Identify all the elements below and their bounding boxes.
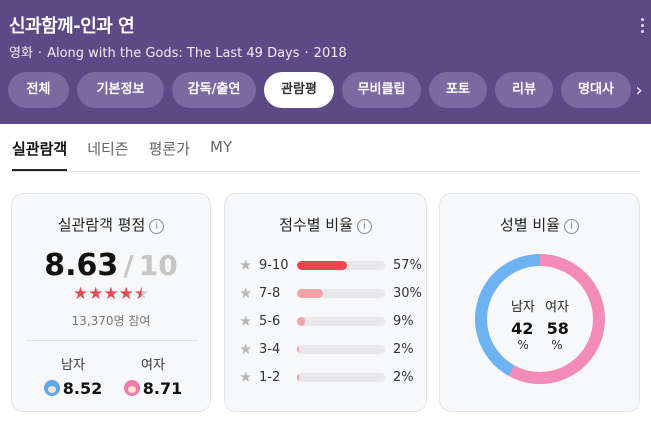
- movie-english-title: Along with the Gods: The Last 49 Days: [47, 46, 300, 61]
- tab-cast[interactable]: 감독/출연: [172, 72, 256, 108]
- info-icon[interactable]: i: [356, 219, 372, 234]
- male-score: 남자 8.52: [38, 354, 108, 398]
- star-icon: ★: [239, 284, 253, 302]
- card-title: 성별 비율 i: [440, 214, 639, 235]
- donut-female-segment: [475, 254, 605, 384]
- star-icon: ★: [239, 312, 253, 330]
- star-icon: ★: [103, 284, 119, 304]
- score-max: 10: [138, 249, 178, 282]
- female-avatar-icon: [123, 380, 140, 396]
- distribution-bar-fill: [297, 289, 324, 298]
- chevron-right-icon[interactable]: ›: [635, 80, 643, 101]
- star-icon: ★: [239, 340, 253, 358]
- distribution-row: ★ 1-2 2%: [239, 368, 414, 386]
- female-score: 여자 8.71: [118, 354, 188, 398]
- participant-count: 13,370명 참여: [71, 314, 151, 328]
- card-divider: [26, 340, 198, 341]
- info-icon[interactable]: i: [563, 219, 579, 234]
- distribution-bar: [297, 317, 385, 326]
- distribution-row: ★ 7-8 30%: [239, 284, 422, 302]
- score-value: 8.63: [44, 248, 119, 283]
- female-percent: 58: [546, 319, 569, 338]
- male-avatar-icon: [43, 380, 60, 396]
- star-icon: ★: [118, 284, 134, 304]
- tab-overview[interactable]: 전체: [8, 72, 69, 108]
- tab-quotes[interactable]: 명대사: [561, 72, 631, 108]
- movie-year: 2018: [313, 46, 347, 61]
- half-star-icon: ★: [133, 284, 150, 304]
- distribution-bar: [297, 261, 385, 270]
- male-percent: 42: [511, 319, 534, 338]
- score-distribution-card: 점수별 비율 i ★ 9-10 57% ★ 7-8 30% ★ 5-6 9% ★ …: [224, 193, 427, 412]
- distribution-bar-fill: [297, 317, 305, 326]
- tab-reviews-rating[interactable]: 관람평: [264, 72, 334, 108]
- star-icon: ★: [88, 284, 104, 304]
- distribution-bar: [297, 373, 385, 382]
- star-icon: ★: [239, 368, 253, 386]
- movie-meta: 영화 · Along with the Gods: The Last 49 Days…: [9, 46, 347, 61]
- info-icon[interactable]: i: [149, 219, 165, 234]
- card-title: 점수별 비율 i: [225, 214, 426, 235]
- tab-movie-clips[interactable]: 무비클립: [342, 72, 421, 108]
- distribution-bar-fill: [297, 373, 299, 382]
- movie-genre: 영화: [9, 46, 33, 61]
- average-score: 8.63 / 10: [44, 248, 178, 283]
- distribution-row: ★ 9-10 57%: [239, 256, 422, 274]
- gender-ratio-labels: 남자 여자 42 58 % %: [473, 296, 607, 352]
- gender-ratio-card: 성별 비율 i 남자 여자 42 58 % %: [439, 193, 640, 412]
- section-tabs: 전체 기본정보 감독/출연 관람평 무비클립 포토 리뷰 명대사: [8, 72, 631, 108]
- distribution-bar: [297, 345, 385, 354]
- audience-subtabs: 실관람객 네티즌 평론가 MY: [12, 138, 232, 171]
- distribution-row: ★ 5-6 9%: [239, 312, 414, 330]
- subtab-my[interactable]: MY: [210, 138, 233, 156]
- gender-donut-chart: [475, 254, 605, 384]
- tab-photos[interactable]: 포토: [429, 72, 487, 108]
- distribution-bar-fill: [297, 345, 299, 354]
- tab-reviews[interactable]: 리뷰: [495, 72, 553, 108]
- card-title: 실관람객 평점 i: [12, 214, 210, 235]
- subtab-netizen[interactable]: 네티즌: [87, 140, 129, 158]
- star-rating: ★★★★★: [12, 284, 210, 304]
- tab-basic-info[interactable]: 기본정보: [77, 72, 164, 108]
- subtab-audience[interactable]: 실관람객: [12, 138, 68, 171]
- more-vertical-icon[interactable]: [639, 18, 645, 36]
- subtab-divider: [12, 171, 640, 172]
- distribution-row: ★ 3-4 2%: [239, 340, 414, 358]
- movie-header: 신과함께-인과 연 영화 · Along with the Gods: The La…: [0, 0, 651, 124]
- movie-title: 신과함께-인과 연: [9, 16, 135, 37]
- audience-rating-card: 실관람객 평점 i 8.63 / 10 ★★★★★ 13,370명 참여 남자 8…: [11, 193, 211, 412]
- star-icon: ★: [72, 284, 89, 304]
- star-icon: ★: [239, 256, 253, 274]
- subtab-critics[interactable]: 평론가: [148, 140, 191, 158]
- distribution-bar: [297, 289, 385, 298]
- distribution-bar-fill: [297, 261, 348, 270]
